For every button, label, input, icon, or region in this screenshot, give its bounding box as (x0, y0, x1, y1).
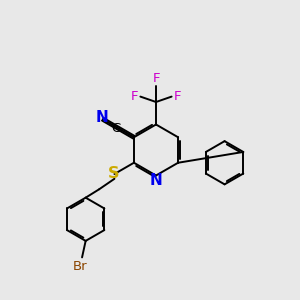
Text: F: F (173, 90, 181, 103)
Text: S: S (107, 167, 119, 182)
Text: F: F (131, 90, 139, 103)
Text: Br: Br (73, 260, 88, 273)
Text: N: N (150, 173, 162, 188)
Text: C: C (111, 122, 120, 135)
Text: F: F (152, 72, 160, 85)
Text: N: N (95, 110, 108, 125)
